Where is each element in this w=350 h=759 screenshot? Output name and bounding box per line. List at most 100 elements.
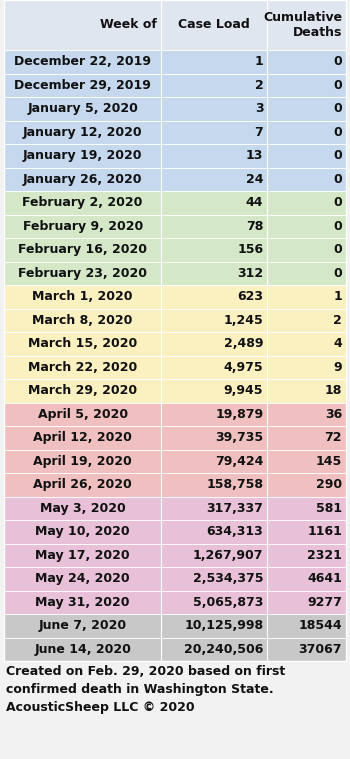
Text: Cumulative
Deaths: Cumulative Deaths [263,11,342,39]
Text: June 14, 2020: June 14, 2020 [34,643,131,656]
Bar [4,449,346,473]
Text: February 2, 2020: February 2, 2020 [22,197,143,209]
Bar [4,238,346,262]
Text: 312: 312 [237,266,263,280]
Bar [4,638,346,661]
Bar [4,191,346,215]
Text: 0: 0 [333,102,342,115]
Text: March 15, 2020: March 15, 2020 [28,337,137,350]
Text: March 22, 2020: March 22, 2020 [28,361,137,373]
Text: 78: 78 [246,220,263,233]
Bar [4,308,346,332]
Text: 634,313: 634,313 [206,525,263,538]
Text: March 1, 2020: March 1, 2020 [33,290,133,304]
Bar [4,97,346,121]
Text: 0: 0 [333,220,342,233]
Text: 623: 623 [237,290,263,304]
Text: 0: 0 [333,79,342,92]
Text: 0: 0 [333,150,342,162]
Text: 2,489: 2,489 [224,337,263,350]
Text: 156: 156 [237,243,263,257]
Text: February 9, 2020: February 9, 2020 [22,220,143,233]
Text: May 10, 2020: May 10, 2020 [35,525,130,538]
Bar [4,0,346,50]
Text: 581: 581 [316,502,342,515]
Bar [4,0,346,661]
Text: 20,240,506: 20,240,506 [184,643,263,656]
Text: 44: 44 [246,197,263,209]
Text: January 19, 2020: January 19, 2020 [23,150,142,162]
Bar [4,543,346,567]
Text: Created on Feb. 29, 2020 based on first
confirmed death in Washington State.
Aco: Created on Feb. 29, 2020 based on first … [6,665,285,714]
Bar [4,520,346,543]
Text: March 29, 2020: March 29, 2020 [28,384,137,397]
Bar [4,426,346,449]
Bar [4,332,346,355]
Text: 0: 0 [333,197,342,209]
Text: 0: 0 [333,55,342,68]
Text: 72: 72 [324,431,342,444]
Text: 9277: 9277 [307,596,342,609]
Bar [4,50,346,74]
Text: 7: 7 [254,126,263,139]
Text: 0: 0 [333,266,342,280]
Text: 158,758: 158,758 [206,478,263,491]
Text: 2: 2 [254,79,263,92]
Text: 4,975: 4,975 [224,361,263,373]
Text: May 17, 2020: May 17, 2020 [35,549,130,562]
Text: 290: 290 [316,478,342,491]
Text: 1,267,907: 1,267,907 [193,549,263,562]
Text: 5,065,873: 5,065,873 [193,596,263,609]
Bar [4,402,346,426]
Text: 37067: 37067 [299,643,342,656]
Text: 4641: 4641 [307,572,342,585]
Text: 1: 1 [254,55,263,68]
Text: 36: 36 [325,408,342,420]
Text: 18544: 18544 [298,619,342,632]
Text: May 24, 2020: May 24, 2020 [35,572,130,585]
Text: 145: 145 [316,455,342,468]
Text: 4: 4 [333,337,342,350]
Text: 13: 13 [246,150,263,162]
Bar [4,473,346,496]
Text: May 3, 2020: May 3, 2020 [40,502,126,515]
Text: December 22, 2019: December 22, 2019 [14,55,151,68]
Bar [4,591,346,614]
Text: February 16, 2020: February 16, 2020 [18,243,147,257]
Text: 18: 18 [325,384,342,397]
Text: 317,337: 317,337 [206,502,263,515]
Text: March 8, 2020: March 8, 2020 [33,313,133,327]
Text: May 31, 2020: May 31, 2020 [35,596,130,609]
Text: April 19, 2020: April 19, 2020 [33,455,132,468]
Text: 24: 24 [246,173,263,186]
Text: January 5, 2020: January 5, 2020 [27,102,138,115]
Text: 1: 1 [333,290,342,304]
Bar [4,379,346,402]
Text: 79,424: 79,424 [215,455,263,468]
Text: April 12, 2020: April 12, 2020 [33,431,132,444]
Text: April 26, 2020: April 26, 2020 [33,478,132,491]
Text: 19,879: 19,879 [215,408,263,420]
Bar [4,168,346,191]
Text: 9,945: 9,945 [224,384,263,397]
Text: 1,245: 1,245 [224,313,263,327]
Bar [4,567,346,591]
Text: December 29, 2019: December 29, 2019 [14,79,151,92]
Text: 2321: 2321 [307,549,342,562]
Bar [4,215,346,238]
Bar [4,355,346,379]
Text: 0: 0 [333,126,342,139]
Bar [4,121,346,144]
Text: April 5, 2020: April 5, 2020 [37,408,128,420]
Text: 0: 0 [333,173,342,186]
Text: Week of: Week of [100,18,157,32]
Bar [4,285,346,308]
Text: 9: 9 [333,361,342,373]
Text: Case Load: Case Load [178,18,250,32]
Bar [4,496,346,520]
Text: June 7, 2020: June 7, 2020 [38,619,127,632]
Text: 1161: 1161 [307,525,342,538]
Text: 10,125,998: 10,125,998 [184,619,263,632]
Text: February 23, 2020: February 23, 2020 [18,266,147,280]
Bar [4,614,346,638]
